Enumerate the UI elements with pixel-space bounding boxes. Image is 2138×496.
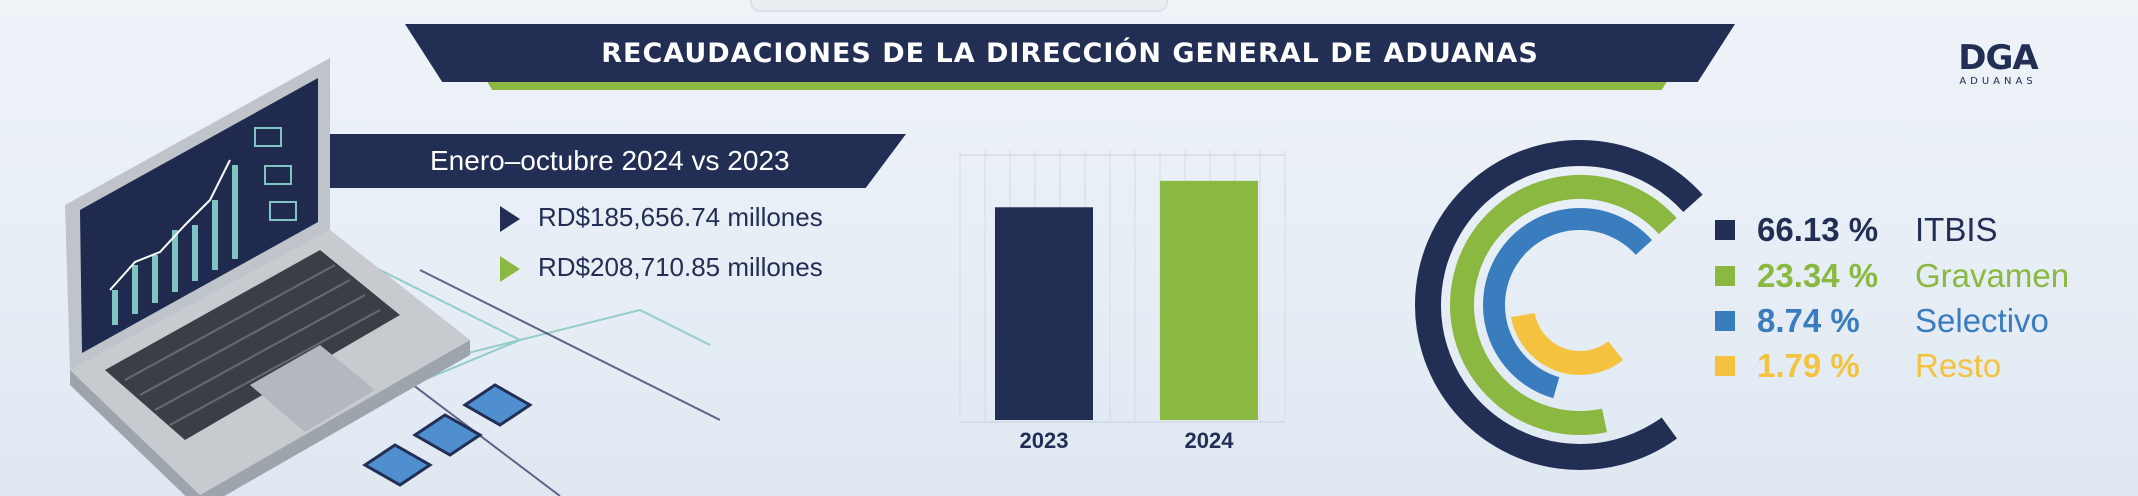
legend-swatch (1715, 220, 1735, 240)
amount-2024: RD$208,710.85 millones (500, 252, 823, 283)
ring-itbis (1415, 140, 1703, 470)
bar-chart: 2023 2024 (959, 150, 1286, 453)
ring-gravamen (1450, 175, 1677, 435)
legend-label: Resto (1915, 347, 2002, 384)
period-banner: Enero–octubre 2024 vs 2023 (330, 134, 906, 188)
legend-item-itbis: 66.13 % ITBIS (1715, 208, 1998, 252)
dga-logo: DGA ADUANAS (1938, 38, 2058, 88)
legend-label: ITBIS (1915, 211, 1998, 248)
legend-percent: 66.13 % (1757, 211, 1879, 248)
legend-item-selectivo: 8.74 % Selectivo (1715, 299, 2049, 343)
legend-percent: 1.79 % (1757, 347, 1860, 384)
legend-percent: 23.34 % (1757, 257, 1879, 294)
ring-selectivo (1483, 208, 1653, 399)
amount-2023-text: RD$185,656.74 millones (538, 202, 823, 232)
bar-2024 (1160, 180, 1258, 420)
title-banner: RECAUDACIONES DE LA DIRECCIÓN GENERAL DE… (405, 24, 1735, 82)
laptop-illustration (65, 58, 720, 496)
legend-item-gravamen: 23.34 % Gravamen (1715, 254, 2069, 298)
legend-percent: 8.74 % (1757, 302, 1860, 339)
logo-text: DGA (1958, 38, 2038, 78)
arrow-2024-icon (500, 256, 520, 283)
bar-2023 (995, 207, 1093, 420)
legend-label: Gravamen (1915, 257, 2070, 294)
amount-2024-text: RD$208,710.85 millones (538, 252, 823, 282)
legend-item-resto: 1.79 % Resto (1715, 344, 2001, 388)
legend-swatch (1715, 311, 1735, 331)
legend-label: Selectivo (1915, 302, 2049, 339)
legend-swatch (1715, 356, 1735, 376)
top-tab (750, 0, 1168, 12)
ring-chart (1415, 140, 1703, 470)
bar-label-2023: 2023 (1020, 428, 1069, 453)
arrow-2023-icon (500, 206, 520, 233)
amount-2023: RD$185,656.74 millones (500, 202, 823, 233)
ring-resto (1511, 312, 1624, 375)
bar-label-2024: 2024 (1185, 428, 1235, 453)
period-label: Enero–octubre 2024 vs 2023 (430, 145, 790, 176)
logo-subtext: ADUANAS (1959, 76, 2037, 87)
page-title: RECAUDACIONES DE LA DIRECCIÓN GENERAL DE… (601, 37, 1539, 69)
legend-swatch (1715, 266, 1735, 286)
